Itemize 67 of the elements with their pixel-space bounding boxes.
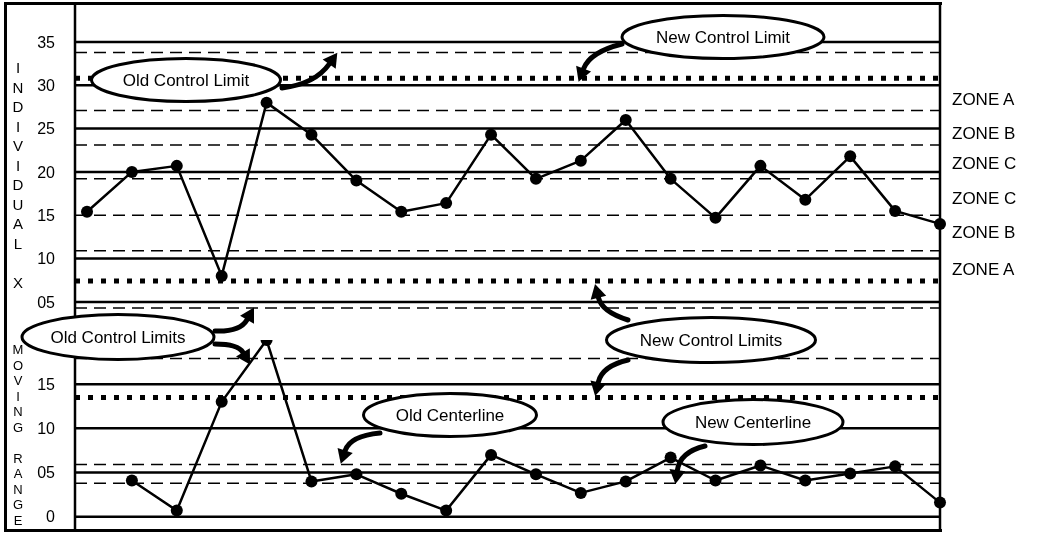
point: [440, 197, 453, 210]
point: [350, 174, 363, 187]
callout-bubble: New Control Limit: [620, 14, 826, 60]
callout-bubble: New Control Limits: [605, 316, 817, 364]
annotation: New Control Limit: [655, 28, 791, 47]
y-tick-label: 25: [37, 120, 56, 138]
callout-bubble: New Centerline: [661, 398, 845, 446]
point: [934, 496, 946, 509]
point: [664, 172, 677, 185]
text: INDIVIDUAL X: [12, 59, 24, 291]
point: [125, 474, 138, 487]
y-tick-label: 05: [37, 464, 56, 482]
y-tick-label: 15: [37, 206, 56, 224]
point: [305, 475, 318, 488]
point: [709, 474, 722, 487]
point: [395, 487, 408, 500]
point: [844, 467, 857, 480]
point: [844, 150, 857, 163]
point: [664, 451, 677, 464]
point: [170, 159, 183, 172]
point: [934, 217, 946, 230]
annotation: Old Centerline: [395, 406, 505, 425]
point: [889, 460, 902, 473]
point: [215, 395, 228, 408]
callout-bubble: Old Centerline: [362, 392, 538, 438]
y-tick-label: 20: [37, 163, 56, 181]
point: [440, 504, 453, 517]
annotation: New Control Limits: [639, 331, 783, 350]
point: [395, 205, 408, 218]
point: [709, 211, 722, 224]
point: [619, 113, 632, 126]
point: [260, 96, 273, 109]
text: ZONE A: [952, 89, 1015, 111]
text: ZONE C: [952, 188, 1017, 210]
y-tick-label: 05: [37, 293, 56, 311]
point: [215, 269, 228, 282]
point: [529, 468, 542, 481]
point: [305, 128, 318, 141]
point: [529, 172, 542, 185]
annotation: Old Control Limit: [122, 71, 250, 90]
point: [754, 459, 767, 472]
callout-bubble: Old Control Limit: [90, 57, 282, 103]
point: [350, 468, 363, 481]
point: [81, 205, 93, 218]
y-tick-label: 10: [37, 420, 56, 438]
annotation: New Centerline: [694, 413, 812, 432]
text: ZONE B: [952, 123, 1016, 145]
point: [170, 504, 183, 517]
point: [485, 128, 498, 141]
point: [125, 165, 138, 178]
point: [754, 159, 767, 172]
point: [799, 193, 812, 206]
point: [619, 475, 632, 488]
point: [799, 474, 812, 487]
y-tick-label: 30: [37, 76, 56, 94]
annotation: Old Control Limits: [50, 328, 186, 347]
y-tick-label: 10: [37, 250, 56, 268]
point: [485, 448, 498, 461]
y-tick-label: 0: [46, 508, 56, 526]
point: [574, 154, 587, 167]
text: ZONE B: [952, 222, 1016, 244]
y-tick-label: 35: [37, 33, 56, 51]
point: [889, 204, 902, 217]
point: [574, 486, 587, 499]
y-tick-label: 15: [37, 375, 56, 393]
text: ZONE A: [952, 259, 1015, 281]
text: ZONE C: [952, 153, 1017, 175]
